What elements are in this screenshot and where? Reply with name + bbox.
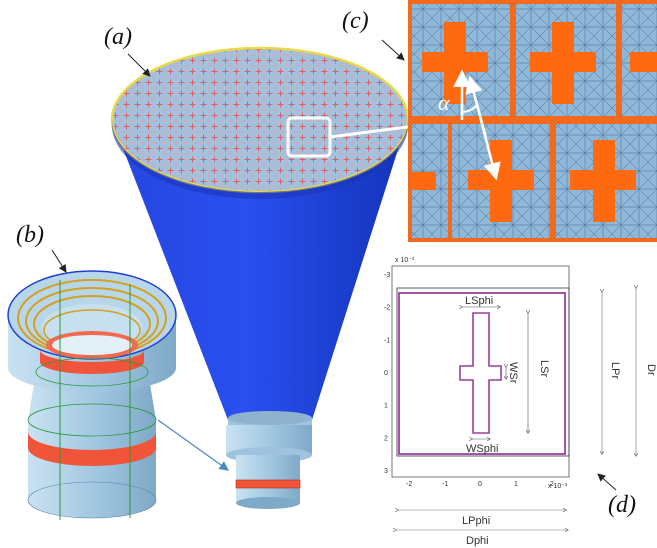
pointer-c (381, 39, 405, 61)
y-tick-label: 1 (384, 403, 388, 410)
horn-aperture (112, 48, 408, 192)
unit-cell-mesh: α (408, 0, 657, 242)
y-exponent: x 10⁻³ (395, 257, 415, 264)
horn-cone (112, 118, 408, 420)
x-exponent: x 10⁻³ (548, 483, 568, 490)
x-tick-label: 0 (478, 481, 482, 488)
pointer-a (127, 53, 151, 77)
zoom-line (329, 124, 416, 139)
x-axis-ticks: -2 -1 0 1 2 (406, 481, 554, 488)
y-tick-label: 0 (384, 370, 388, 377)
y-tick-label: 2 (384, 435, 388, 442)
y-tick-label: -3 (384, 272, 390, 279)
alpha-symbol: α (438, 90, 450, 115)
outer-boundary (396, 287, 570, 457)
pointer-d (597, 473, 617, 491)
y-tick-label: -2 (384, 305, 390, 312)
y-axis-ticks: -3 -2 -1 0 1 2 3 (384, 272, 390, 475)
y-tick-label: -1 (384, 337, 390, 344)
patch-outline (398, 292, 566, 455)
label-lpphi: LPphi (462, 515, 490, 527)
label-lsphi: LSphi (465, 295, 493, 307)
feed-ring (236, 480, 300, 488)
plot-frame (391, 265, 570, 478)
pointer-b (51, 249, 67, 273)
label-lpr: LPr (609, 362, 621, 379)
horn-antenna (110, 46, 416, 509)
feed-pointer-arrow (157, 419, 229, 471)
x-tick-label: -1 (442, 481, 448, 488)
label-dphi: Dphi (466, 535, 489, 547)
feed-detail (7, 270, 229, 520)
unit-cell-plot: x 10⁻³ x 10⁻³ -3 -2 -1 0 1 2 3 -2 -1 0 1 2 LSphi L… (384, 257, 657, 547)
label-a: (a) (104, 24, 132, 50)
label-wsr: WSr (507, 362, 519, 384)
label-dr: Dr (645, 364, 657, 376)
y-tick-label: 3 (384, 468, 388, 475)
x-tick-label: -2 (406, 481, 412, 488)
x-tick-label: 1 (514, 481, 518, 488)
label-c: (c) (342, 8, 369, 34)
label-wsphi: WSphi (466, 443, 498, 455)
label-b: (b) (16, 222, 44, 248)
cross-slot (459, 312, 502, 434)
label-d: (d) (608, 492, 636, 518)
label-lsr: LSr (538, 360, 550, 377)
x-tick-label: 2 (550, 481, 554, 488)
feed-lower (236, 455, 300, 503)
